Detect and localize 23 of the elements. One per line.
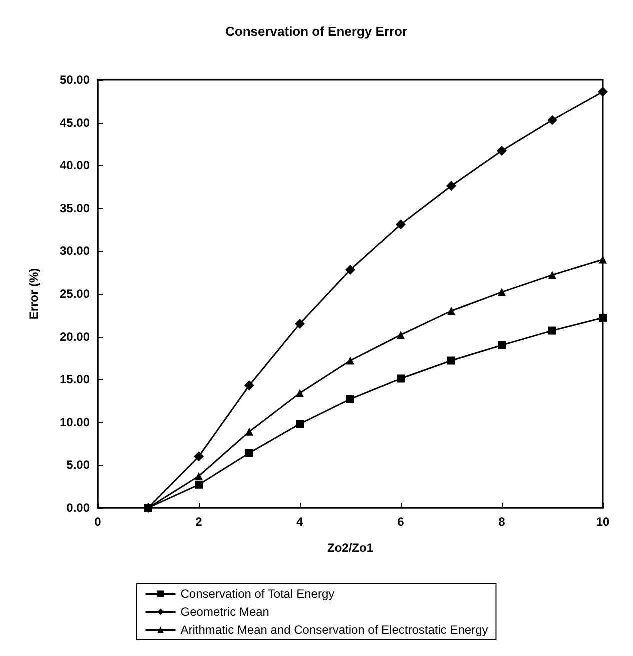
y-tick-label: 50.00 bbox=[60, 73, 90, 87]
x-tick-label: 6 bbox=[398, 515, 405, 529]
y-axis-title: Error (%) bbox=[27, 268, 41, 320]
x-tick-label: 0 bbox=[94, 515, 102, 529]
y-tick-label: 5.00 bbox=[66, 458, 90, 472]
legend-label: Arithmatic Mean and Conservation of Electrostatic Energy bbox=[180, 623, 488, 637]
x-tick-label: 2 bbox=[196, 515, 203, 529]
y-tick-label: 25.00 bbox=[60, 287, 90, 301]
y-tick-label: 30.00 bbox=[60, 244, 90, 258]
chart-title: Conservation of Energy Error bbox=[225, 24, 408, 39]
x-tick-label: 8 bbox=[498, 515, 506, 529]
y-tick-label: 20.00 bbox=[60, 330, 90, 344]
x-tick-label: 10 bbox=[596, 515, 610, 529]
y-tick-label: 10.00 bbox=[60, 415, 90, 430]
legend-label: Geometric Mean bbox=[180, 605, 270, 619]
y-tick-label: 45.00 bbox=[60, 116, 90, 130]
y-tick-label: 0.00 bbox=[66, 501, 90, 515]
y-tick-label: 35.00 bbox=[60, 201, 90, 216]
x-axis-title: Zo2/Zo1 bbox=[327, 541, 374, 555]
y-tick-label: 15.00 bbox=[60, 372, 90, 387]
legend-label: Conservation of Total Energy bbox=[180, 587, 335, 601]
y-tick-label: 40.00 bbox=[60, 158, 90, 173]
x-tick-label: 4 bbox=[296, 515, 304, 529]
